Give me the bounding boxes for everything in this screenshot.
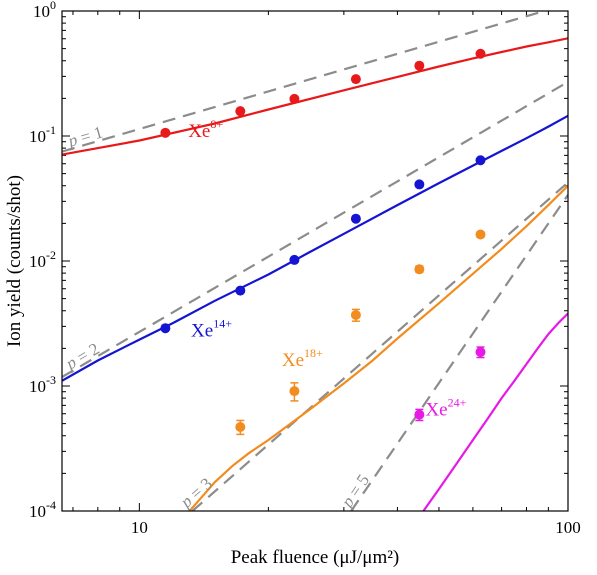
slope-label-p3: p = 3 (176, 474, 216, 512)
point-Xe14+ (475, 155, 486, 166)
point-Xe14+ (414, 179, 425, 190)
y-tick-label: 10-4 (29, 498, 56, 521)
point-Xe14+ (350, 213, 361, 224)
curve-Xe18+ (188, 184, 568, 511)
point-Xe18+ (350, 309, 361, 320)
point-Xe8+ (414, 60, 425, 71)
x-tick-label: 10 (131, 518, 148, 537)
point-Xe24+ (475, 347, 486, 358)
reference-line-p2 (62, 80, 568, 378)
curve-Xe14+ (62, 114, 568, 382)
reference-line-p3 (191, 181, 568, 511)
slope-label-p1: p = 1 (65, 123, 105, 151)
reference-line-p5 (350, 194, 568, 511)
curve-Xe8+ (62, 37, 568, 156)
data-points (160, 48, 486, 436)
x-tick-label: 100 (555, 518, 581, 537)
series-label-Xe8+: Xe8+ (188, 117, 223, 142)
y-tick-label: 10-2 (29, 248, 56, 271)
x-axis-title: Peak fluence (μJ/μm²) (231, 547, 400, 568)
axis-ticks: 10-4 10-3 10-2 10-1 100 10 100 (29, 0, 581, 537)
point-Xe18+ (414, 264, 425, 275)
plot-frame (61, 10, 569, 512)
point-Xe24+ (414, 409, 425, 420)
y-tick-label: 10-1 (29, 123, 56, 146)
point-Xe14+ (235, 285, 246, 296)
curve-Xe24+ (422, 312, 568, 511)
point-Xe8+ (289, 93, 300, 104)
point-Xe8+ (160, 127, 171, 138)
y-axis-title: Ion yield (counts/shot) (4, 175, 25, 347)
point-Xe14+ (289, 254, 300, 265)
reference-line-p1 (62, 11, 549, 153)
point-Xe8+ (350, 74, 361, 85)
series-label-Xe18+: Xe18+ (282, 346, 323, 371)
point-Xe18+ (475, 229, 486, 240)
y-tick-label: 100 (33, 0, 56, 21)
reference-lines (62, 11, 568, 511)
series-label-Xe24+: Xe24+ (425, 396, 466, 421)
point-Xe14+ (160, 323, 171, 334)
point-Xe8+ (235, 106, 246, 117)
y-tick-label: 10-3 (29, 373, 56, 396)
series-label-Xe14+: Xe14+ (191, 316, 232, 341)
point-Xe8+ (475, 48, 486, 59)
point-Xe18+ (235, 421, 246, 432)
point-Xe18+ (289, 386, 300, 397)
slope-label-p5: p = 5 (337, 471, 373, 512)
model-curves (62, 37, 568, 511)
